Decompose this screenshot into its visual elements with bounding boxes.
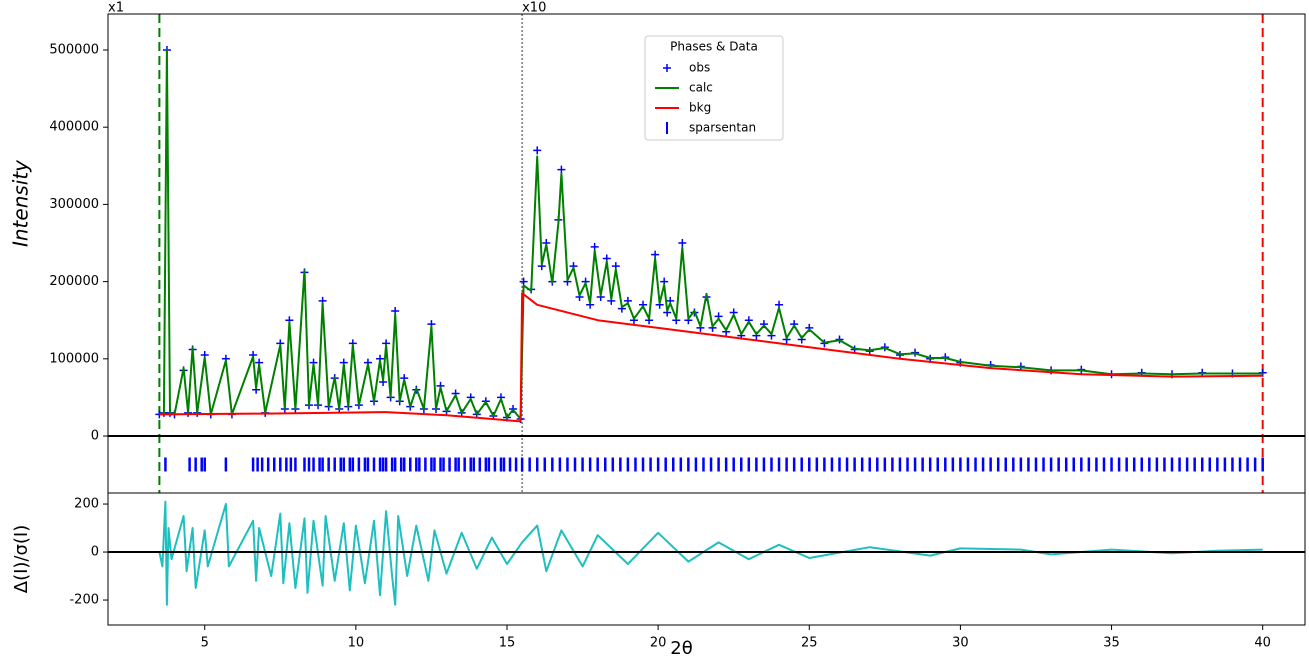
x-tick-label: 40: [1254, 636, 1271, 651]
series-line: [159, 49, 1263, 420]
obs-marker: [519, 277, 528, 286]
y-axis-label: Intensity: [9, 159, 33, 247]
y-tick-label: 400000: [49, 120, 99, 135]
obs-marker: [651, 250, 660, 259]
x-tick-label: 25: [801, 636, 818, 651]
obs-marker: [678, 239, 687, 247]
x-tick-label: 15: [499, 636, 516, 651]
legend-label: sparsentan: [689, 121, 756, 135]
x-tick-label: 20: [650, 636, 667, 651]
obs-marker: [590, 242, 599, 251]
legend-swatch: [663, 64, 671, 72]
legend-label: calc: [689, 81, 713, 95]
legend-title: Phases & Data: [670, 40, 758, 54]
plot-frame: [107, 492, 1306, 626]
y-tick-label: 200: [74, 497, 99, 512]
series-line: [158, 500, 1263, 606]
legend-label: bkg: [689, 101, 711, 115]
y-axis-label: Δ(I)/σ(I): [11, 525, 32, 594]
legend: Phases & Data obs calc bkg sparsentan: [644, 35, 784, 141]
y-tick-label: -200: [69, 593, 99, 608]
scale-label: x1: [108, 1, 124, 16]
scale-label: x10: [522, 1, 546, 16]
legend-label: obs: [689, 61, 710, 75]
x-tick-label: 35: [1103, 636, 1120, 651]
obs-marker: [533, 146, 542, 155]
obs-marker: [557, 165, 566, 174]
series-line: [159, 292, 1263, 423]
x-tick-label: 30: [952, 636, 969, 651]
x-axis-label: 2θ: [670, 638, 692, 659]
y-tick-label: 300000: [49, 197, 99, 212]
y-tick-label: 200000: [49, 274, 99, 289]
legend-box: [644, 35, 784, 141]
x-tick-label: 5: [201, 636, 209, 651]
y-tick-label: 100000: [49, 351, 99, 366]
y-tick-label: 0: [91, 429, 99, 444]
y-tick-label: 500000: [49, 42, 99, 57]
y-tick-label: 0: [91, 545, 99, 560]
x-tick-label: 10: [348, 636, 365, 651]
